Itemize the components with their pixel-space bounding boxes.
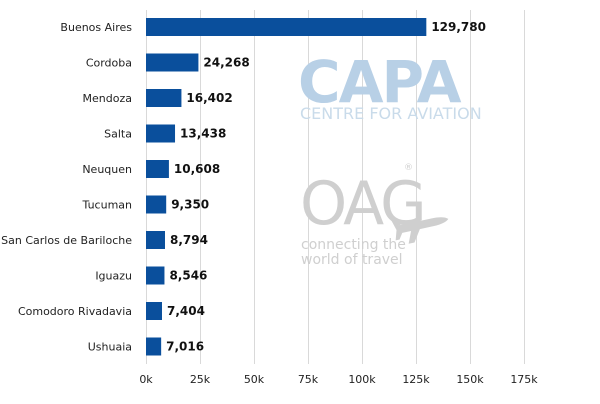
x-tick-label: 100k xyxy=(348,373,376,386)
value-label: 16,402 xyxy=(186,91,232,105)
category-label: Salta xyxy=(104,128,132,141)
bar xyxy=(146,160,169,178)
x-tick-label: 175k xyxy=(510,373,538,386)
category-label: Neuquen xyxy=(82,163,132,176)
category-label: Buenos Aires xyxy=(60,21,132,34)
value-label: 8,794 xyxy=(170,233,208,247)
category-label: Cordoba xyxy=(86,57,132,70)
bar xyxy=(146,89,182,107)
bar xyxy=(146,231,165,249)
value-label: 9,350 xyxy=(171,198,209,212)
value-label: 24,268 xyxy=(203,56,249,70)
value-label: 129,780 xyxy=(431,20,486,34)
bar xyxy=(146,18,427,36)
category-labels: Buenos Aires Cordoba Mendoza Salta Neuquen Tu… xyxy=(1,21,132,354)
value-label: 7,016 xyxy=(166,340,204,354)
oag-registered-mark: ® xyxy=(404,163,413,173)
category-label: Comodoro Rivadavia xyxy=(18,305,132,318)
capa-watermark: CAPA CENTRE FOR AVIATION xyxy=(298,48,482,123)
capa-logo-subtitle: CENTRE FOR AVIATION xyxy=(300,104,482,123)
grid-layer xyxy=(146,10,525,364)
bar xyxy=(146,124,176,143)
category-label: Iguazu xyxy=(95,270,132,283)
airplane-icon xyxy=(391,217,449,244)
value-label: 8,546 xyxy=(169,269,207,283)
category-label: Ushuaia xyxy=(88,341,132,354)
oag-tagline-line1: connecting the xyxy=(301,237,406,253)
category-label: Mendoza xyxy=(83,92,132,105)
bar xyxy=(146,195,167,214)
x-axis-ticks: 0k 25k 50k 75k 100k 125k 150k 175k xyxy=(139,373,538,386)
category-label: Tucuman xyxy=(82,199,132,212)
oag-tagline-line2: world of travel xyxy=(301,252,403,268)
value-label: 13,438 xyxy=(180,127,226,141)
x-tick-label: 50k xyxy=(244,373,265,386)
category-label: San Carlos de Bariloche xyxy=(1,234,132,247)
bar xyxy=(146,337,162,356)
x-tick-label: 0k xyxy=(139,373,153,386)
value-label: 7,404 xyxy=(167,304,205,318)
bar xyxy=(146,53,199,72)
bar xyxy=(146,302,162,320)
value-label: 10,608 xyxy=(174,162,220,176)
x-tick-label: 125k xyxy=(402,373,430,386)
capa-logo-text: CAPA xyxy=(298,48,462,116)
bars-layer xyxy=(146,18,427,356)
value-labels: 129,780 24,268 16,402 13,438 10,608 9,350 8,79… xyxy=(166,20,486,354)
x-tick-label: 150k xyxy=(456,373,484,386)
x-tick-label: 75k xyxy=(298,373,319,386)
oag-watermark: OAG ® connecting the world of travel xyxy=(300,163,449,268)
bar xyxy=(146,266,165,285)
x-tick-label: 25k xyxy=(190,373,211,386)
